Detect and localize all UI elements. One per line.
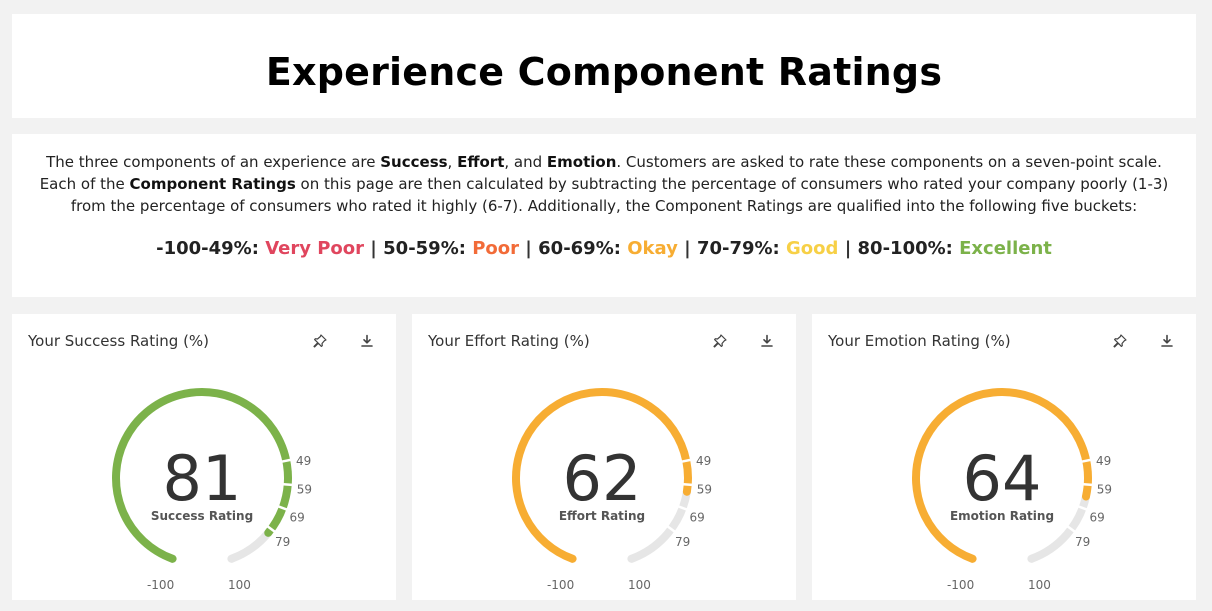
bucket-label-poor: Poor <box>472 238 520 259</box>
bucket-range: 80-100%: <box>857 238 960 259</box>
widget-title: Your Emotion Rating (%) <box>828 332 1011 350</box>
bucket-separator: | <box>838 238 858 259</box>
gauge-value: 64 <box>962 442 1042 515</box>
bucket-separator: | <box>364 238 384 259</box>
gauge-tick-label: 79 <box>1075 535 1090 549</box>
desc-part: . Customers are asked to rate these comp… <box>39 153 1162 193</box>
pin-icon[interactable] <box>1111 332 1129 350</box>
download-icon[interactable] <box>358 332 376 350</box>
bucket-range: -100-49%: <box>156 238 266 259</box>
desc-part: The three components of an experience ar… <box>46 153 381 171</box>
widget-title: Your Effort Rating (%) <box>428 332 590 350</box>
emotion-rating-widget: 49 59 69 79 -100 100 Your Emotion Rating (%) … <box>812 314 1196 600</box>
gauge-tick-mark <box>676 504 689 512</box>
gauge-tick-mark <box>280 458 293 464</box>
gauge-tick-mark <box>265 524 277 534</box>
pin-icon[interactable] <box>311 332 329 350</box>
gauge-value: 81 <box>162 442 242 515</box>
page-title: Experience Component Ratings <box>265 50 943 94</box>
bucket-range: 70-79%: <box>696 238 787 259</box>
bucket-label-very-poor: Very Poor <box>265 238 365 259</box>
description-card: The three components of an experience ar… <box>12 134 1196 297</box>
title-card: Experience Component Ratings <box>12 14 1196 118</box>
gauge-track <box>627 487 691 563</box>
gauge-min-label: -100 <box>947 578 974 592</box>
gauge-tick-label: 69 <box>690 510 705 524</box>
desc-part: , <box>447 153 458 171</box>
gauge-tick-mark <box>276 504 289 512</box>
description-text: The three components of an experience ar… <box>28 151 1180 217</box>
pin-icon[interactable] <box>711 332 729 350</box>
gauge-tick-label: 79 <box>275 535 290 549</box>
bucket-range: 50-59%: <box>383 238 473 259</box>
gauge-tick-label: 79 <box>675 535 690 549</box>
rating-buckets: -100-49%: Very Poor | 50-59%: Poor | 60-… <box>12 238 1196 259</box>
desc-part: , and <box>504 153 547 171</box>
gauge-max-label: 100 <box>1028 578 1051 592</box>
desc-component-ratings: Component Ratings <box>129 175 296 193</box>
gauge-tick-mark <box>665 524 677 534</box>
gauge-tick-mark <box>680 458 693 464</box>
download-icon[interactable] <box>1158 332 1176 350</box>
bucket-range: 60-69%: <box>538 238 628 259</box>
gauge-fill <box>512 388 692 563</box>
widget-title: Your Success Rating (%) <box>28 332 210 350</box>
gauge-min-label: -100 <box>147 578 174 592</box>
gauge-tick-mark <box>1080 458 1093 464</box>
gauge-fill <box>912 388 1092 563</box>
desc-effort: Effort <box>457 153 505 171</box>
gauge-track <box>1027 492 1090 563</box>
bucket-separator: | <box>519 238 539 259</box>
gauge-label: Emotion Rating <box>949 509 1055 523</box>
bucket-label-excellent: Excellent <box>959 238 1052 259</box>
bucket-label-good: Good <box>786 238 839 259</box>
bucket-separator: | <box>677 238 697 259</box>
gauge-tick-mark <box>681 482 694 487</box>
gauge-tick-mark <box>1065 524 1077 534</box>
gauge-tick-label: 49 <box>1096 454 1111 468</box>
effort-rating-widget: 49 59 69 79 -100 100 Your Effort Rating (%) 6… <box>412 314 796 600</box>
gauge-tick-mark <box>281 482 294 487</box>
desc-part: on this page are then calculated by subt… <box>70 175 1169 215</box>
gauge-min-label: -100 <box>547 578 574 592</box>
desc-emotion: Emotion <box>546 153 617 171</box>
bucket-label-okay: Okay <box>627 238 678 259</box>
gauge-tick-mark <box>1081 482 1094 487</box>
gauge-fill <box>112 388 292 563</box>
download-icon[interactable] <box>758 332 776 350</box>
gauge-tick-label: 59 <box>297 483 312 497</box>
gauge-label: Success Rating <box>150 509 254 523</box>
gauge-max-label: 100 <box>228 578 251 592</box>
gauge-tick-label: 69 <box>290 510 305 524</box>
gauge-tick-label: 49 <box>696 454 711 468</box>
gauge-tick-mark <box>1076 504 1089 512</box>
success-rating-widget: 49 59 69 79 -100 100 Your Success Rating (%) … <box>12 314 396 600</box>
desc-success: Success <box>380 153 448 171</box>
gauge-label: Effort Rating <box>558 509 646 523</box>
gauge-tick-label: 49 <box>296 454 311 468</box>
gauge-tick-label: 59 <box>1097 483 1112 497</box>
gauge-tick-label: 59 <box>697 483 712 497</box>
gauge-max-label: 100 <box>628 578 651 592</box>
gauge-tick-label: 69 <box>1090 510 1105 524</box>
gauge-track <box>227 528 273 563</box>
gauge-value: 62 <box>562 442 642 515</box>
